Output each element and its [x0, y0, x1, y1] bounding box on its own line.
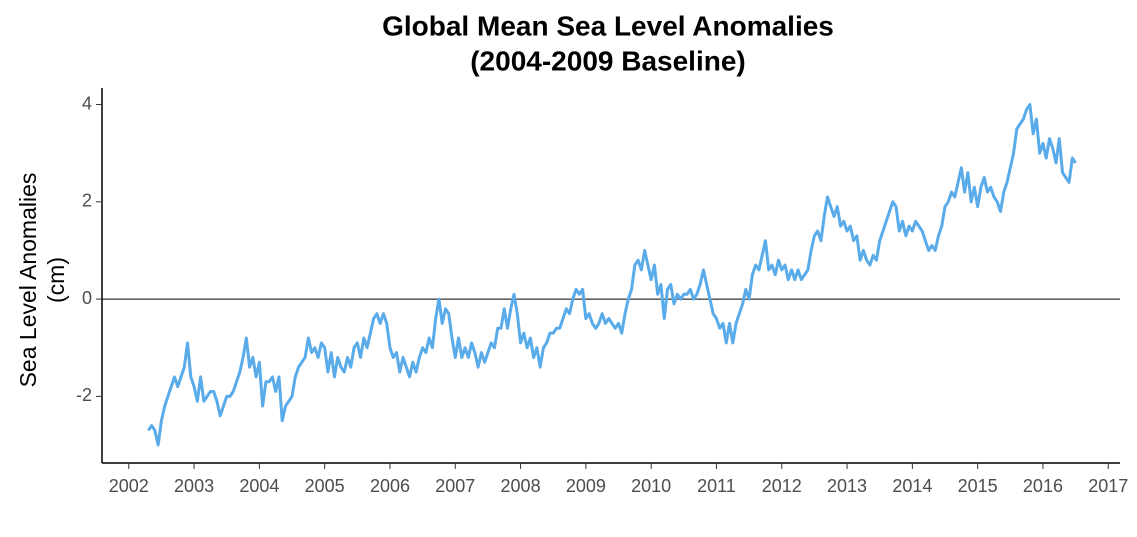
x-tick-label: 2002 [109, 476, 149, 496]
x-tick-label: 2005 [305, 476, 345, 496]
x-tick-label: 2013 [827, 476, 867, 496]
x-tick-label: 2008 [501, 476, 541, 496]
x-tick-label: 2011 [697, 476, 736, 496]
x-tick-label: 2004 [239, 476, 279, 496]
chart-title: Global Mean Sea Level Anomalies [382, 10, 834, 41]
y-tick-label: 2 [82, 191, 92, 211]
y-axis-label: (cm) [43, 257, 69, 303]
x-tick-label: 2016 [1023, 476, 1063, 496]
x-tick-label: 2012 [762, 476, 802, 496]
y-axis-label: Sea Level Anomalies [15, 173, 41, 388]
x-tick-label: 2007 [435, 476, 475, 496]
y-tick-label: -2 [76, 385, 92, 405]
data-line [147, 103, 1077, 447]
x-tick-label: 2010 [631, 476, 671, 496]
x-tick-label: 2014 [892, 476, 932, 496]
y-tick-label: 4 [82, 93, 92, 113]
x-tick-label: 2017 [1088, 476, 1128, 496]
x-tick-label: 2003 [174, 476, 214, 496]
x-tick-label: 2015 [958, 476, 998, 496]
x-tick-label: 2006 [370, 476, 410, 496]
x-tick-label: 2009 [566, 476, 606, 496]
chart-title: (2004-2009 Baseline) [470, 45, 746, 76]
y-tick-label: 0 [82, 288, 92, 308]
